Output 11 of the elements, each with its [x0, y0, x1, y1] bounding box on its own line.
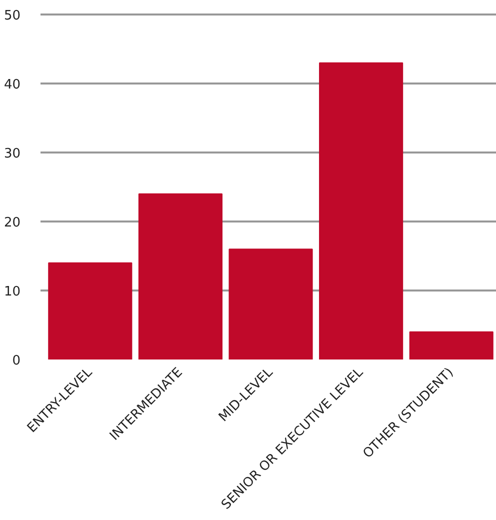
bar: [48, 262, 132, 360]
bar: [409, 331, 494, 360]
bar: [319, 62, 404, 360]
y-tick-label: 40: [4, 78, 21, 93]
y-tick-label: 30: [4, 146, 21, 162]
y-tick-label: 10: [4, 284, 21, 300]
y-tick-label: 20: [4, 216, 21, 231]
bar: [228, 248, 313, 360]
y-tick-label: 0: [12, 354, 21, 368]
y-tick-label: 50: [4, 8, 21, 24]
bar: [138, 193, 222, 360]
